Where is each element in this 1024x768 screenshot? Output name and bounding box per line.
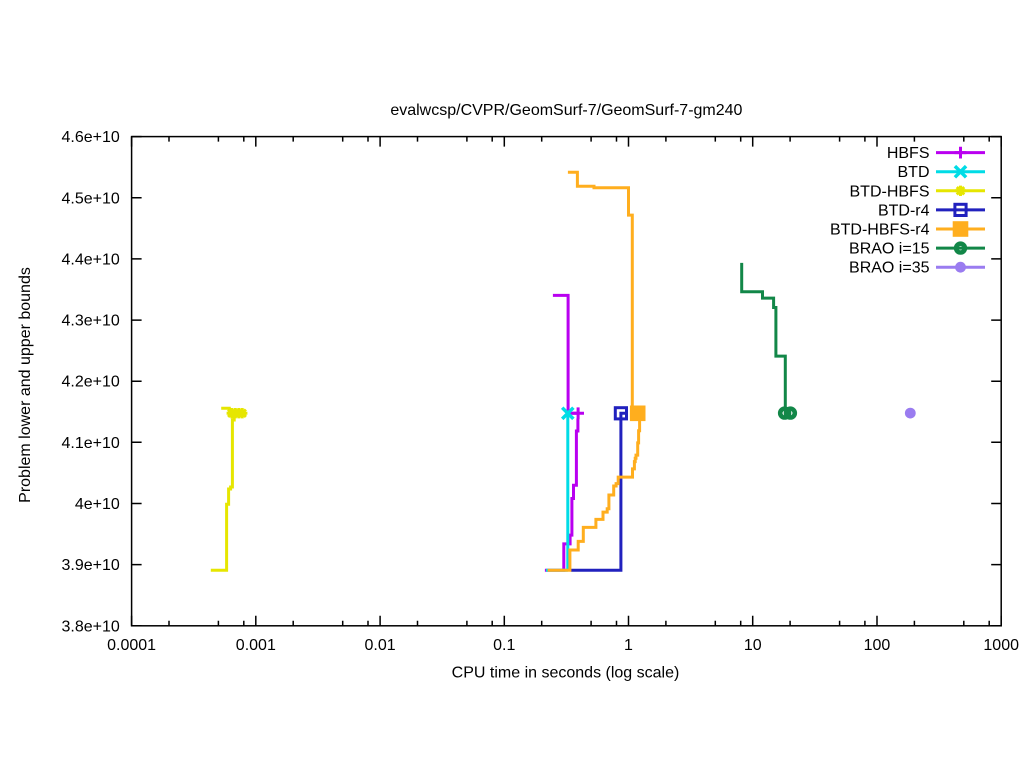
svg-text:1: 1: [624, 637, 633, 654]
svg-text:4.4e+10: 4.4e+10: [62, 251, 120, 268]
svg-text:BTD: BTD: [898, 164, 930, 181]
svg-text:4e+10: 4e+10: [75, 496, 120, 513]
svg-text:HBFS: HBFS: [887, 145, 930, 162]
svg-text:0.01: 0.01: [364, 637, 395, 654]
svg-text:3.8e+10: 3.8e+10: [62, 618, 120, 635]
svg-text:BTD-HBFS: BTD-HBFS: [850, 183, 930, 200]
svg-text:4.1e+10: 4.1e+10: [62, 435, 120, 452]
svg-text:4.6e+10: 4.6e+10: [62, 129, 120, 146]
svg-text:4.5e+10: 4.5e+10: [62, 190, 120, 207]
svg-text:10: 10: [744, 637, 762, 654]
svg-text:CPU time in seconds (log scale: CPU time in seconds (log scale): [452, 665, 680, 682]
svg-text:3.9e+10: 3.9e+10: [62, 557, 120, 574]
svg-text:BTD-HBFS-r4: BTD-HBFS-r4: [830, 222, 930, 239]
svg-text:BRAO i=15: BRAO i=15: [849, 241, 930, 258]
svg-text:BRAO i=35: BRAO i=35: [849, 260, 930, 277]
svg-text:100: 100: [864, 637, 891, 654]
svg-text:4.3e+10: 4.3e+10: [62, 313, 120, 330]
svg-text:0.0001: 0.0001: [107, 637, 156, 654]
svg-text:4.2e+10: 4.2e+10: [62, 374, 120, 391]
svg-text:BTD-r4: BTD-r4: [878, 202, 930, 219]
svg-text:1000: 1000: [983, 637, 1019, 654]
svg-text:0.1: 0.1: [493, 637, 515, 654]
svg-text:evalwcsp/CVPR/GeomSurf-7/GeomS: evalwcsp/CVPR/GeomSurf-7/GeomSurf-7-gm24…: [390, 102, 742, 119]
svg-text:0.001: 0.001: [236, 637, 276, 654]
svg-text:Problem lower and upper bounds: Problem lower and upper bounds: [17, 267, 34, 503]
